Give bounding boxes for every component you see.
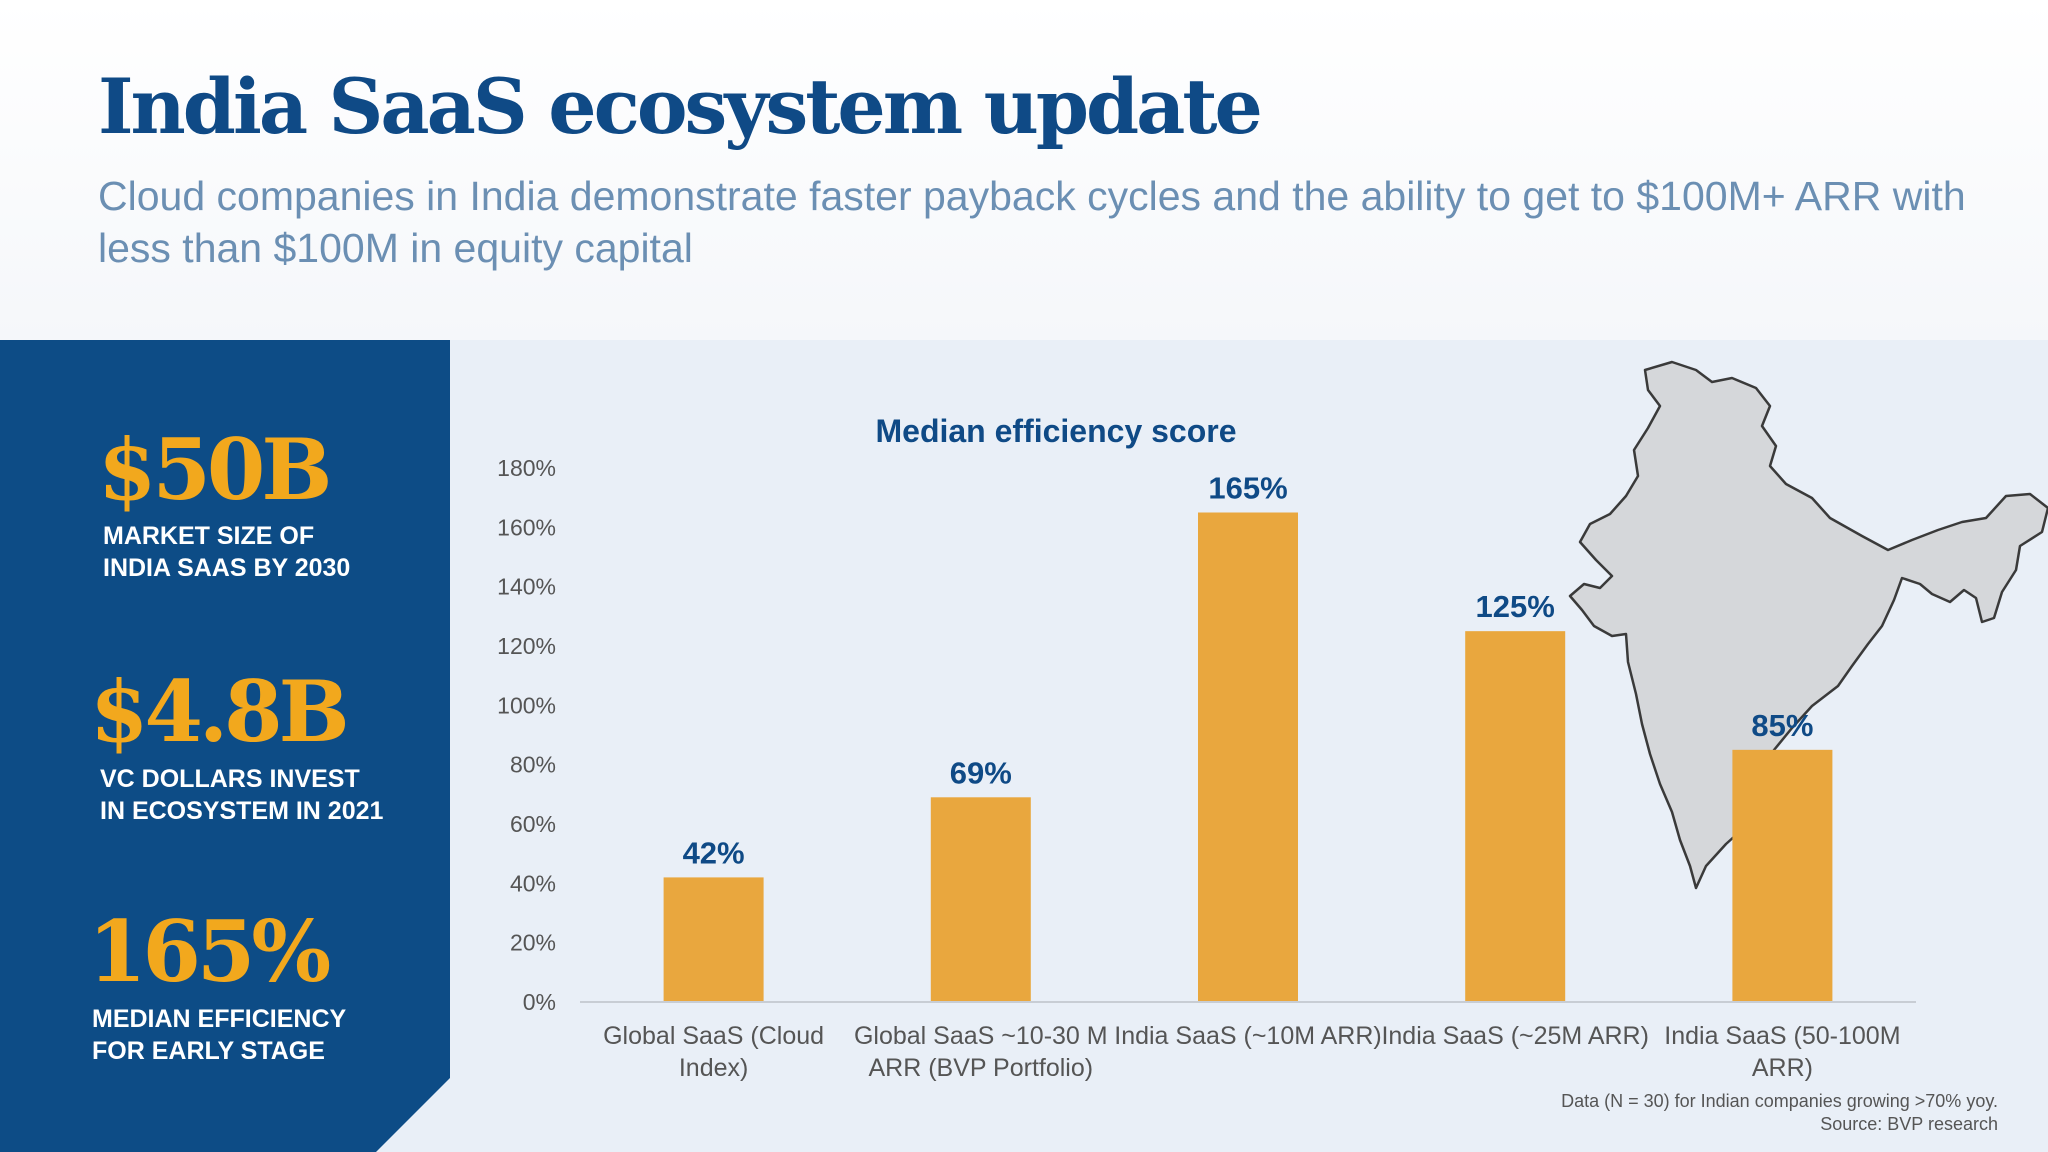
- stat-market-size-value: $50B: [98, 420, 332, 519]
- footnote-source: Source: BVP research: [1820, 1114, 1998, 1134]
- data-label: 69%: [950, 755, 1012, 790]
- x-tick-label: India SaaS (~10M ARR): [1114, 1022, 1382, 1050]
- y-tick-label: 0%: [523, 989, 556, 1015]
- india-map-icon: [1568, 360, 2048, 890]
- y-tick-label: 180%: [497, 455, 556, 481]
- stat-efficiency-label: MEDIAN EFFICIENCY FOR EARLY STAGE: [92, 1005, 347, 1065]
- x-tick-label: Global SaaS (Cloud: [603, 1022, 824, 1050]
- data-label: 42%: [683, 835, 745, 870]
- y-tick-label: 140%: [497, 574, 556, 600]
- data-label: 165%: [1208, 471, 1287, 506]
- bar: [1732, 749, 1833, 1002]
- stat-vc-dollars-value: $4.8B: [90, 662, 350, 761]
- x-tick-label: ARR (BVP Portfolio): [868, 1054, 1093, 1082]
- page-title: India SaaS ecosystem update: [98, 62, 1263, 151]
- stat-vc-dollars-label: VC DOLLARS INVEST IN ECOSYSTEM IN 2021: [100, 765, 384, 825]
- x-tick-label: ARR): [1752, 1054, 1813, 1082]
- y-tick-label: 160%: [497, 514, 556, 540]
- page-subtitle: Cloud companies in India demonstrate fas…: [98, 173, 1966, 271]
- x-tick-label: Index): [679, 1054, 748, 1082]
- stat-efficiency-value: 165%: [88, 902, 331, 1001]
- bar-chart: Median efficiency score 0% 20% 40% 60% 80% 10…: [497, 360, 2048, 1082]
- x-tick-label: India SaaS (50-100M: [1664, 1022, 1900, 1050]
- data-label: 85%: [1751, 708, 1813, 743]
- bar: [663, 877, 764, 1002]
- footnote-data-note: Data (N = 30) for Indian companies growi…: [1561, 1091, 1998, 1111]
- header: India SaaS ecosystem update Cloud compan…: [0, 0, 2048, 340]
- data-label: 125%: [1476, 589, 1555, 624]
- y-tick-label: 60%: [510, 811, 556, 837]
- x-axis: Global SaaS (Cloud Index) Global SaaS ~10-…: [580, 1001, 1916, 1082]
- bar: [1465, 631, 1566, 1002]
- stats-panel: $50B MARKET SIZE OF INDIA SAAS BY 2030 $…: [0, 340, 450, 1152]
- panel-corner-decoration: [376, 1078, 450, 1152]
- bar: [1198, 512, 1298, 1002]
- y-axis: 0% 20% 40% 60% 80% 100% 120% 140% 160% 180%: [497, 455, 556, 1015]
- y-tick-label: 20%: [510, 930, 556, 956]
- y-tick-label: 80%: [510, 752, 556, 778]
- x-tick-label: Global SaaS ~10-30 M: [854, 1022, 1108, 1050]
- y-tick-label: 120%: [497, 633, 556, 659]
- chart-title: Median efficiency score: [875, 413, 1236, 449]
- footnote: Data (N = 30) for Indian companies growi…: [1561, 1090, 1998, 1136]
- y-tick-label: 40%: [510, 870, 556, 896]
- bars: 42% 69% 165% 125% 85%: [663, 471, 1833, 1002]
- chart-area: Median efficiency score 0% 20% 40% 60% 80% 10…: [450, 340, 2048, 1152]
- y-tick-label: 100%: [497, 692, 556, 718]
- x-tick-label: India SaaS (~25M ARR): [1381, 1022, 1649, 1050]
- stat-market-size-label: MARKET SIZE OF INDIA SAAS BY 2030: [103, 522, 351, 582]
- bar: [930, 797, 1031, 1002]
